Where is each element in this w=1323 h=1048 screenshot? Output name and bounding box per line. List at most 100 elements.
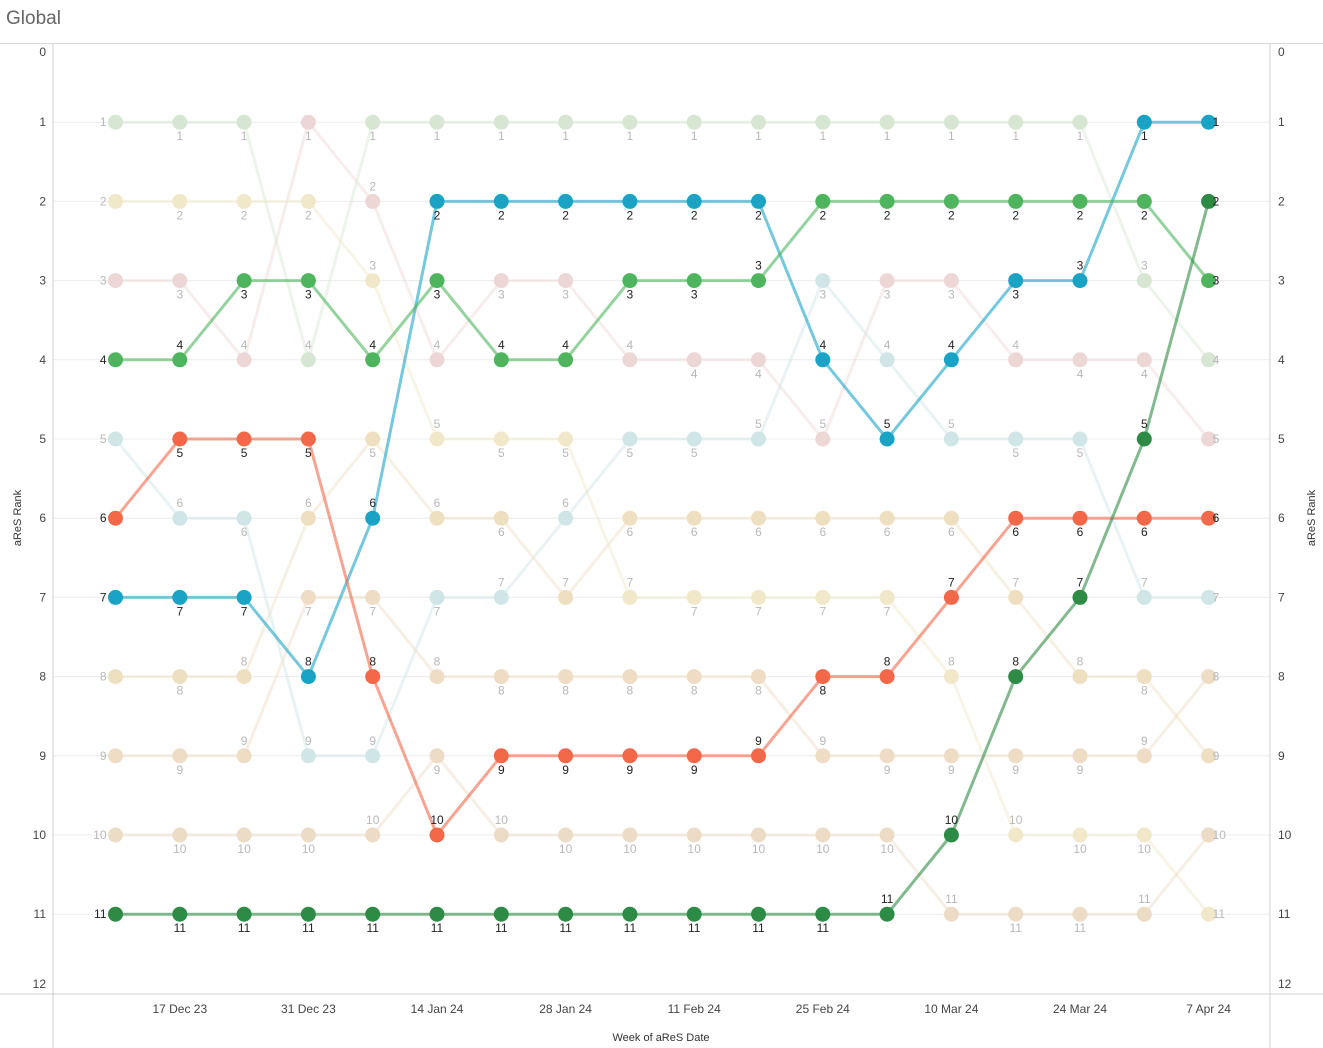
data-label: 4 <box>498 338 505 352</box>
y-tick-label: 2 <box>39 194 46 208</box>
data-point <box>365 431 381 447</box>
x-tick-label: 31 Dec 23 <box>281 1002 336 1016</box>
data-label: 10 <box>430 813 444 827</box>
data-point <box>108 589 123 605</box>
data-point <box>686 510 702 526</box>
data-label: 10 <box>816 842 830 856</box>
data-label: 4 <box>755 367 762 381</box>
data-point <box>1201 748 1217 764</box>
data-label: 11 <box>752 921 765 935</box>
data-label: 9 <box>1141 734 1148 748</box>
y-tick-label-right: 0 <box>1278 45 1285 59</box>
data-label: 10 <box>559 842 573 856</box>
y-tick-label-right: 8 <box>1278 670 1285 684</box>
data-label: 6 <box>434 496 441 510</box>
data-label: 7 <box>948 575 955 589</box>
data-point <box>429 669 445 685</box>
data-label: 9 <box>819 734 826 748</box>
data-point <box>622 193 638 209</box>
data-point <box>429 114 445 130</box>
data-point <box>365 589 381 605</box>
data-label: 2 <box>948 208 955 222</box>
data-label: 9 <box>369 734 376 748</box>
data-point <box>108 352 123 368</box>
data-label: 4 <box>176 338 183 352</box>
data-label: 9 <box>562 763 569 777</box>
data-point <box>815 193 831 209</box>
data-label: 7 <box>755 604 762 618</box>
series-line <box>115 201 1211 916</box>
header-divider <box>0 43 1323 44</box>
data-point <box>236 827 252 843</box>
data-label: 8 <box>434 655 441 669</box>
data-label: 3 <box>1077 259 1084 273</box>
data-label: 3 <box>562 288 569 302</box>
data-point <box>815 748 831 764</box>
data-point <box>943 114 959 130</box>
data-label: 1 <box>562 129 569 143</box>
data-point <box>493 748 509 764</box>
data-point <box>236 669 252 685</box>
data-point <box>493 114 509 130</box>
data-label: 2 <box>369 179 376 193</box>
x-tick-label: 24 Mar 24 <box>1053 1002 1107 1016</box>
data-label: 6 <box>498 525 505 539</box>
data-label: 2 <box>562 208 569 222</box>
data-point <box>686 352 702 368</box>
data-label: 8 <box>369 655 376 669</box>
data-point <box>1072 669 1088 685</box>
data-point <box>1201 352 1217 368</box>
data-point <box>429 906 445 922</box>
data-label: 3 <box>1213 274 1220 288</box>
data-label: 2 <box>1213 194 1220 208</box>
data-point <box>1136 748 1152 764</box>
data-point <box>300 510 316 526</box>
data-label: 7 <box>1141 575 1148 589</box>
data-label: 4 <box>1012 338 1019 352</box>
data-point <box>622 748 638 764</box>
data-label: 4 <box>241 338 248 352</box>
data-label: 1 <box>241 129 248 143</box>
data-label: 8 <box>305 655 312 669</box>
data-label: 3 <box>369 259 376 273</box>
data-point <box>943 669 959 685</box>
data-point <box>429 193 445 209</box>
data-label: 2 <box>627 208 634 222</box>
data-label: 4 <box>369 338 376 352</box>
data-label: 2 <box>755 208 762 222</box>
data-label: 9 <box>100 749 107 763</box>
data-label: 5 <box>1213 432 1220 446</box>
y-tick-label-right: 6 <box>1278 511 1285 525</box>
data-label: 5 <box>1077 446 1084 460</box>
data-label: 8 <box>176 684 183 698</box>
data-point <box>1136 193 1152 209</box>
data-label: 10 <box>880 842 894 856</box>
data-point <box>558 589 574 605</box>
data-point <box>1136 906 1152 922</box>
data-point <box>1072 748 1088 764</box>
data-point <box>879 906 895 922</box>
data-point <box>751 510 766 526</box>
data-label: 2 <box>434 208 441 222</box>
x-axis-title: Week of aReS Date <box>612 1032 709 1044</box>
data-label: 7 <box>434 604 441 618</box>
data-point <box>365 273 381 289</box>
data-point <box>172 827 188 843</box>
data-label: 3 <box>627 288 634 302</box>
data-point <box>493 193 509 209</box>
data-label: 2 <box>241 208 248 222</box>
data-label: 5 <box>369 446 376 460</box>
data-label: 6 <box>755 525 762 539</box>
data-point <box>1136 510 1152 526</box>
data-point <box>108 669 123 685</box>
data-label: 3 <box>241 288 248 302</box>
data-label: 10 <box>623 842 637 856</box>
data-point <box>943 273 959 289</box>
data-label: 9 <box>627 763 634 777</box>
data-label: 11 <box>431 921 444 935</box>
data-point <box>558 669 574 685</box>
data-point <box>300 748 316 764</box>
data-label: 8 <box>627 684 634 698</box>
data-point <box>365 114 381 130</box>
data-label: 11 <box>1009 921 1022 935</box>
